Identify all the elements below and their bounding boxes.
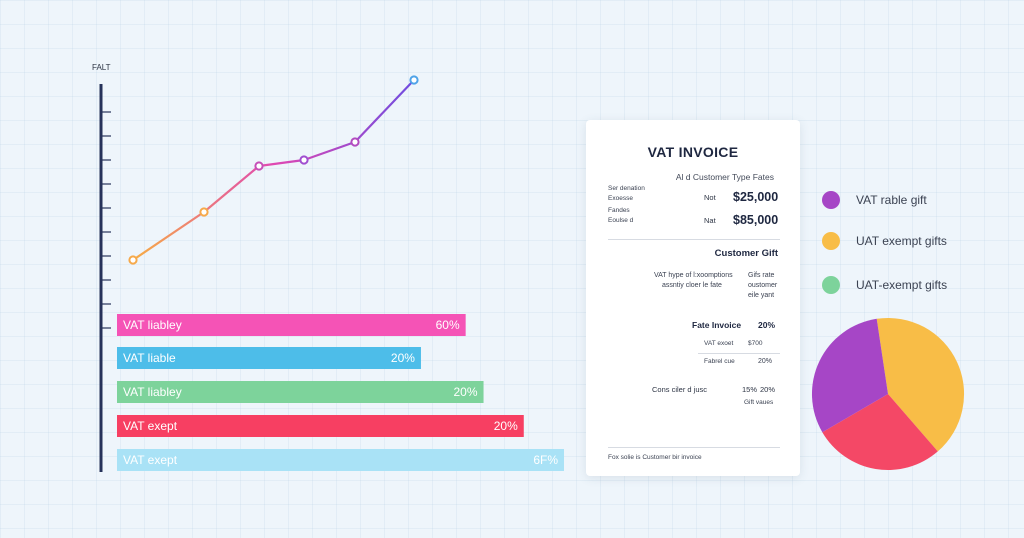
legend-label: UAT exempt gifts <box>856 234 947 248</box>
bar-value-label: 20% <box>494 419 518 433</box>
legend-label: UAT-exempt gifts <box>856 278 948 292</box>
bar-category-label: VAT exept <box>123 453 178 467</box>
legend-label: VAT rable gift <box>856 193 927 207</box>
invoice-row-2-tag: Nat <box>704 216 716 225</box>
bar-value-label: 20% <box>391 351 415 365</box>
federal-label: Fabrel cue <box>704 358 735 365</box>
invoice-divider <box>608 239 780 240</box>
fate-invoice-value: 20% <box>758 320 776 330</box>
federal-value: 20% <box>758 358 773 365</box>
invoice-row-2-amount: $85,000 <box>733 213 779 227</box>
y-axis-label: FALT <box>92 63 111 72</box>
cons-label: Cons ciler d jusc <box>652 385 708 394</box>
cons-value-a: 15% <box>742 385 758 394</box>
invoice-desc-left-2: assntiy cloer le fate <box>662 282 722 289</box>
invoice-row-2-label-a: Fandes <box>608 207 630 214</box>
vat-exempt-value: $700 <box>748 340 763 347</box>
bar <box>117 314 466 336</box>
invoice-title: VAT INVOICE <box>647 144 739 160</box>
invoice-row-1-amount: $25,000 <box>733 190 779 204</box>
bar-category-label: VAT liabley <box>123 385 182 399</box>
bar <box>117 449 564 471</box>
line-point <box>254 161 264 171</box>
invoice-divider-2 <box>698 353 780 354</box>
invoice-row-1-label-b: Exoesse <box>608 195 633 202</box>
vat-exempt-label: VAT exoet <box>704 340 734 347</box>
bar <box>117 347 421 369</box>
bar-value-label: 20% <box>454 385 478 399</box>
invoice-subtitle: Al d Customer Type Fates <box>675 172 774 182</box>
invoice-desc-left-1: VAT hype of l:xoomptions <box>654 272 733 279</box>
invoice-row-2-label-b: Eoulse d <box>608 217 634 224</box>
line-point <box>128 255 138 265</box>
bar-category-label: VAT liable <box>123 351 176 365</box>
invoice-desc-right-1: Gifs rate <box>748 272 775 279</box>
pie-slice <box>876 317 965 452</box>
invoice-desc-right-3: eile yant <box>748 292 775 299</box>
vat-invoice-card: VAT INVOICE Al d Customer Type Fates Ser… <box>586 120 800 476</box>
line-series <box>128 75 419 265</box>
bar-chart: VAT liabley 60% VAT liable 20% VAT liabley 20… <box>117 314 564 471</box>
legend-swatch <box>822 191 840 209</box>
bar-category-label: VAT liabley <box>123 318 182 332</box>
pie-slice <box>822 394 938 470</box>
fate-invoice-label: Fate Invoice <box>692 320 742 330</box>
line-path <box>132 79 415 261</box>
line-point <box>350 137 360 147</box>
bar <box>117 415 524 437</box>
bar-value-label: 60% <box>436 318 460 332</box>
bar-value-label: 6F% <box>533 453 558 467</box>
invoice-row-1-label-a: Ser denation <box>608 185 645 192</box>
line-point <box>409 75 419 85</box>
pie-chart <box>811 317 965 470</box>
legend-swatch <box>822 232 840 250</box>
line-chart-axis <box>99 84 111 472</box>
invoice-desc-right-2: oustomer <box>748 282 778 289</box>
line-point <box>199 207 209 217</box>
bar <box>117 381 484 403</box>
customer-gift-heading: Customer Gift <box>714 248 778 259</box>
legend-swatch <box>822 276 840 294</box>
invoice-footer-text: Fox solie is Customer bir invoice <box>608 454 702 461</box>
cons-value-b: 20% <box>760 385 776 394</box>
invoice-row-1-tag: Not <box>704 193 716 202</box>
gift-values-label: Gift vaues <box>744 399 774 406</box>
invoice-footer-divider <box>608 447 780 448</box>
pie-slice <box>811 318 888 433</box>
line-point <box>299 155 309 165</box>
bar-category-label: VAT exept <box>123 419 178 433</box>
